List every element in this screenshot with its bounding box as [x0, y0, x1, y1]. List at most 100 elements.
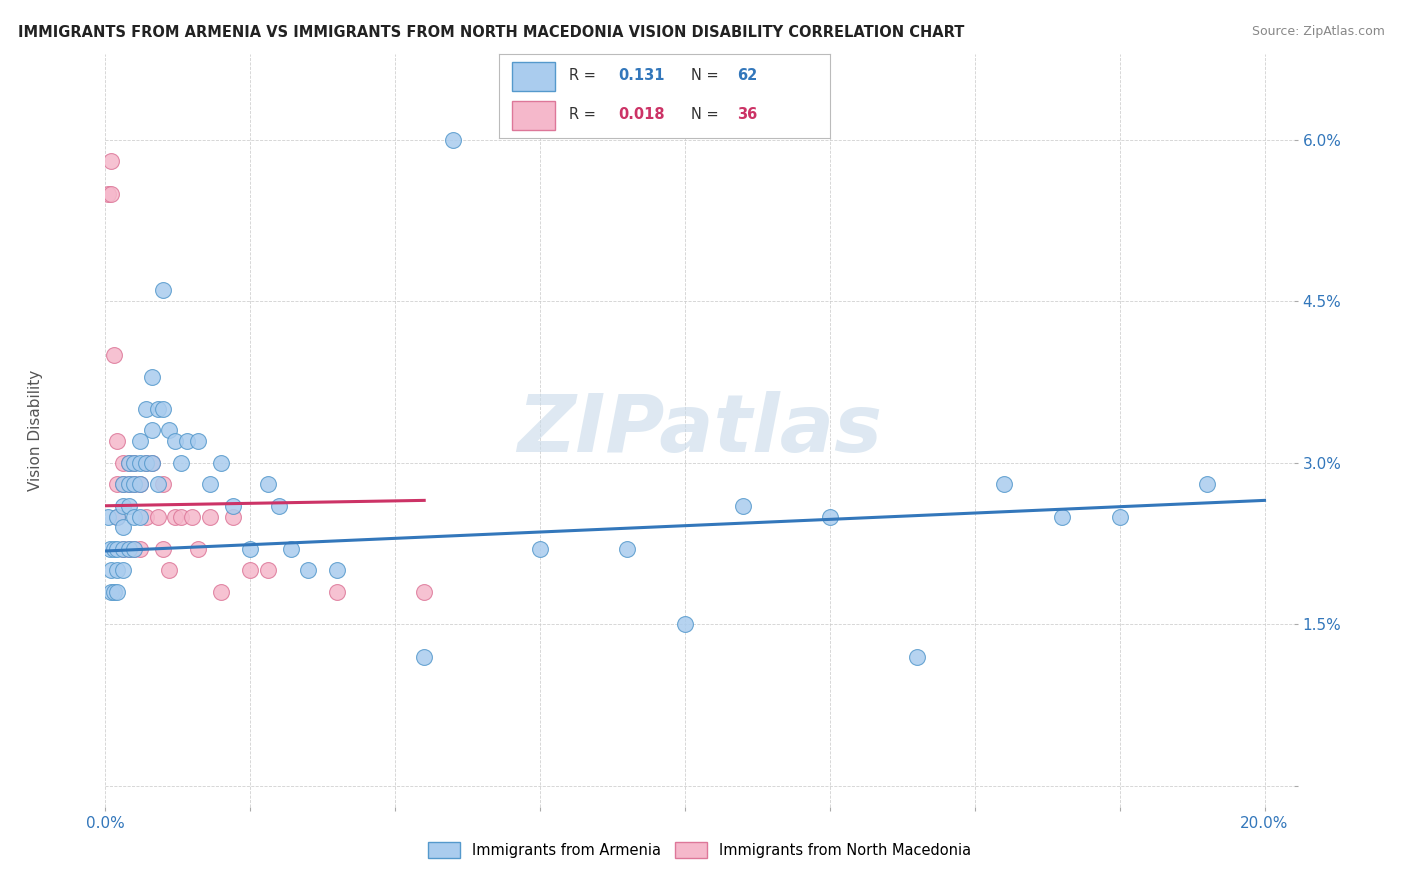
Point	[256, 563, 278, 577]
Point	[441, 133, 464, 147]
Point	[141, 424, 163, 438]
Point	[152, 477, 174, 491]
Point	[170, 456, 193, 470]
Point	[111, 499, 134, 513]
Point	[157, 424, 180, 438]
Point	[117, 499, 139, 513]
Point	[111, 541, 134, 556]
Point	[97, 509, 120, 524]
Text: 62: 62	[737, 69, 758, 84]
Point	[100, 186, 122, 201]
Point	[111, 541, 134, 556]
Point	[105, 563, 128, 577]
Point	[100, 585, 122, 599]
Point	[209, 456, 232, 470]
Point	[124, 509, 146, 524]
Point	[97, 186, 120, 201]
Point	[170, 509, 193, 524]
FancyBboxPatch shape	[512, 101, 555, 130]
Point	[239, 541, 262, 556]
Point	[103, 541, 125, 556]
Point	[146, 401, 169, 416]
Point	[105, 434, 128, 449]
Point	[129, 477, 152, 491]
Point	[117, 477, 139, 491]
Point	[163, 509, 186, 524]
Point	[124, 541, 146, 556]
Point	[413, 649, 436, 664]
Point	[1050, 509, 1073, 524]
Point	[124, 541, 146, 556]
Point	[222, 509, 245, 524]
Point	[135, 401, 157, 416]
Point	[129, 509, 152, 524]
Point	[152, 284, 174, 298]
Point	[163, 434, 186, 449]
Point	[905, 649, 928, 664]
Point	[117, 456, 139, 470]
Point	[111, 477, 134, 491]
Point	[187, 541, 209, 556]
Point	[135, 456, 157, 470]
Point	[135, 509, 157, 524]
Point	[146, 509, 169, 524]
Text: Source: ZipAtlas.com: Source: ZipAtlas.com	[1251, 25, 1385, 38]
Text: IMMIGRANTS FROM ARMENIA VS IMMIGRANTS FROM NORTH MACEDONIA VISION DISABILITY COR: IMMIGRANTS FROM ARMENIA VS IMMIGRANTS FR…	[18, 25, 965, 40]
Point	[413, 585, 436, 599]
Text: N =: N =	[690, 69, 718, 84]
Point	[124, 456, 146, 470]
Point	[117, 456, 139, 470]
Point	[117, 541, 139, 556]
Point	[141, 456, 163, 470]
Point	[187, 434, 209, 449]
Point	[198, 477, 221, 491]
Point	[111, 520, 134, 534]
Point	[103, 348, 125, 362]
FancyBboxPatch shape	[512, 62, 555, 91]
Point	[222, 499, 245, 513]
Text: 0.131: 0.131	[619, 69, 665, 84]
Point	[105, 541, 128, 556]
Point	[256, 477, 278, 491]
Point	[141, 456, 163, 470]
Legend: Immigrants from Armenia, Immigrants from North Macedonia: Immigrants from Armenia, Immigrants from…	[422, 837, 977, 864]
Point	[124, 477, 146, 491]
Point	[141, 369, 163, 384]
Point	[297, 563, 319, 577]
Point	[1108, 509, 1130, 524]
Point	[135, 456, 157, 470]
Point	[818, 509, 841, 524]
Point	[176, 434, 198, 449]
Point	[129, 541, 152, 556]
Point	[129, 477, 152, 491]
Point	[239, 563, 262, 577]
Point	[117, 541, 139, 556]
Point	[280, 541, 302, 556]
Text: ZIPatlas: ZIPatlas	[517, 392, 882, 469]
Point	[111, 456, 134, 470]
Point	[993, 477, 1015, 491]
Point	[111, 563, 134, 577]
Point	[731, 499, 754, 513]
Text: R =: R =	[568, 69, 595, 84]
Y-axis label: Vision Disability: Vision Disability	[28, 370, 44, 491]
Point	[124, 477, 146, 491]
Point	[100, 154, 122, 169]
Point	[103, 585, 125, 599]
Text: R =: R =	[568, 107, 595, 122]
Point	[98, 541, 121, 556]
Point	[198, 509, 221, 524]
Point	[529, 541, 551, 556]
Point	[111, 477, 134, 491]
Point	[1195, 477, 1218, 491]
Point	[105, 585, 128, 599]
Point	[124, 456, 146, 470]
Point	[152, 541, 174, 556]
Text: N =: N =	[690, 107, 718, 122]
Text: 0.018: 0.018	[619, 107, 665, 122]
Point	[100, 563, 122, 577]
Point	[616, 541, 638, 556]
Point	[146, 477, 169, 491]
Point	[152, 401, 174, 416]
Point	[105, 477, 128, 491]
